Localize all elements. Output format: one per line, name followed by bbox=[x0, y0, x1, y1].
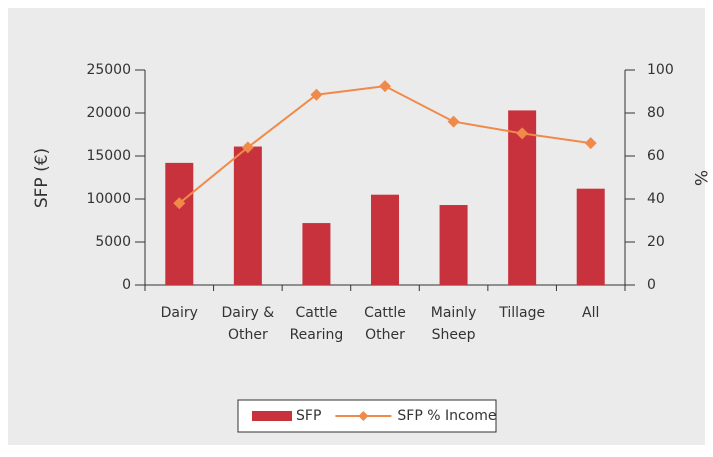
y-tick-label: 20000 bbox=[86, 105, 131, 121]
x-tick-label: Cattle Rearing bbox=[290, 305, 344, 343]
bar bbox=[165, 162, 194, 285]
x-tick-label: Cattle Other bbox=[364, 305, 406, 343]
marker bbox=[447, 115, 460, 128]
legend-label: SFP % Income bbox=[397, 408, 496, 424]
x-tick-label: All bbox=[582, 305, 599, 321]
marker bbox=[516, 127, 529, 140]
y-tick-label: 0 bbox=[122, 277, 131, 293]
y2-tick-label: 100 bbox=[647, 62, 674, 78]
y2-tick-label: 60 bbox=[647, 148, 665, 164]
bar bbox=[508, 110, 537, 285]
x-tick-label: Dairy bbox=[161, 305, 198, 321]
bar bbox=[576, 188, 605, 285]
y2-tick-label: 40 bbox=[647, 191, 665, 207]
y-tick-label: 10000 bbox=[86, 191, 131, 207]
marker bbox=[379, 80, 391, 93]
marker bbox=[584, 137, 597, 150]
legend-label: SFP bbox=[296, 408, 321, 424]
legend-marker bbox=[358, 411, 369, 421]
x-tick-label: Mainly Sheep bbox=[431, 305, 477, 343]
y2-tick-label: 0 bbox=[647, 277, 656, 293]
x-tick-label: Tillage bbox=[498, 305, 545, 321]
y2-tick-label: 20 bbox=[647, 234, 665, 250]
y2-tick-label: 80 bbox=[647, 105, 665, 121]
x-tick-label: Dairy & Other bbox=[222, 305, 275, 343]
marker bbox=[173, 197, 186, 210]
y-tick-label: 25000 bbox=[86, 62, 131, 78]
y-tick-label: 15000 bbox=[86, 148, 131, 164]
bar bbox=[439, 205, 468, 285]
marker bbox=[241, 141, 254, 154]
marker bbox=[310, 88, 323, 101]
legend-swatch bbox=[252, 411, 292, 421]
bar bbox=[302, 223, 331, 285]
bar bbox=[233, 146, 262, 285]
bar bbox=[371, 194, 399, 285]
y-axis-title: SFP (€) bbox=[32, 148, 52, 208]
y2-axis-title: % bbox=[690, 170, 710, 186]
y-tick-label: 5000 bbox=[95, 234, 131, 250]
